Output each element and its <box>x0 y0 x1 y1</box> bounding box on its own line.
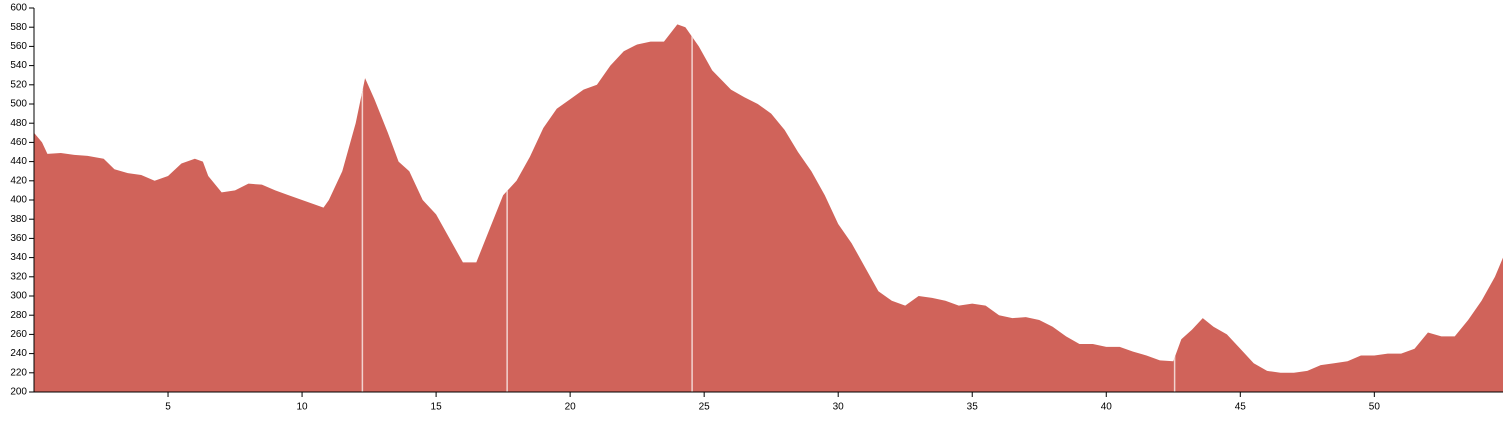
y-tick-label: 220 <box>10 367 27 378</box>
y-tick-label: 320 <box>10 271 27 282</box>
y-tick-label: 520 <box>10 79 27 90</box>
x-tick-label: 25 <box>699 402 711 413</box>
x-tick-label: 30 <box>833 402 845 413</box>
y-tick-label: 440 <box>10 156 27 167</box>
y-tick-label: 200 <box>10 387 27 398</box>
y-tick-label: 580 <box>10 22 27 33</box>
x-tick-label: 20 <box>565 402 577 413</box>
y-tick-label: 340 <box>10 252 27 263</box>
y-tick-label: 300 <box>10 291 27 302</box>
x-tick-label: 50 <box>1369 402 1381 413</box>
y-tick-label: 540 <box>10 60 27 71</box>
x-tick-label: 35 <box>967 402 979 413</box>
y-tick-label: 280 <box>10 310 27 321</box>
x-tick-label: 10 <box>297 402 309 413</box>
y-tick-label: 460 <box>10 137 27 148</box>
y-tick-label: 380 <box>10 214 27 225</box>
y-tick-label: 260 <box>10 329 27 340</box>
x-tick-label: 5 <box>165 402 171 413</box>
x-tick-label: 40 <box>1101 402 1113 413</box>
y-tick-label: 560 <box>10 41 27 52</box>
y-tick-label: 360 <box>10 233 27 244</box>
y-tick-label: 480 <box>10 118 27 129</box>
y-tick-label: 400 <box>10 195 27 206</box>
y-tick-label: 240 <box>10 348 27 359</box>
x-tick-label: 15 <box>431 402 443 413</box>
elevation-area <box>34 24 1503 392</box>
y-tick-label: 500 <box>10 99 27 110</box>
y-tick-label: 600 <box>10 3 27 14</box>
x-tick-label: 45 <box>1235 402 1247 413</box>
y-tick-label: 420 <box>10 175 27 186</box>
